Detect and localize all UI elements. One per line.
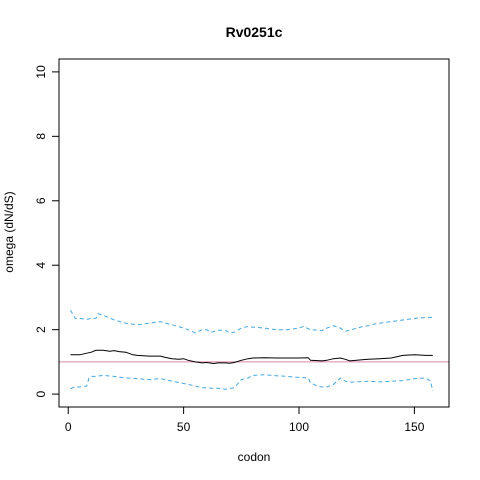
- series-line-estimate: [70, 349, 433, 365]
- series-line-lower-bound: [70, 374, 434, 392]
- chart-title: Rv0251c: [226, 24, 283, 40]
- y-tick-label: 8: [34, 133, 48, 140]
- plot-frame: [58, 58, 450, 408]
- y-tick-label: 4: [34, 262, 48, 269]
- y-axis: 0 2 4 6 8 10: [34, 65, 60, 397]
- x-tick-label: 50: [177, 420, 191, 434]
- y-tick-label: 6: [34, 197, 48, 204]
- x-axis-label: codon: [238, 450, 271, 464]
- y-tick-label: 10: [34, 65, 48, 79]
- series-layer: [70, 310, 434, 392]
- x-tick-label: 100: [289, 420, 309, 434]
- y-axis-label: omega (dN/dS): [2, 191, 16, 272]
- y-tick-label: 2: [34, 326, 48, 333]
- y-tick-label: 0: [34, 390, 48, 397]
- series-line-upper-bound: [70, 310, 433, 334]
- x-tick-label: 0: [65, 420, 72, 434]
- x-axis: 0 50 100 150: [65, 406, 425, 434]
- x-tick-label: 150: [404, 420, 424, 434]
